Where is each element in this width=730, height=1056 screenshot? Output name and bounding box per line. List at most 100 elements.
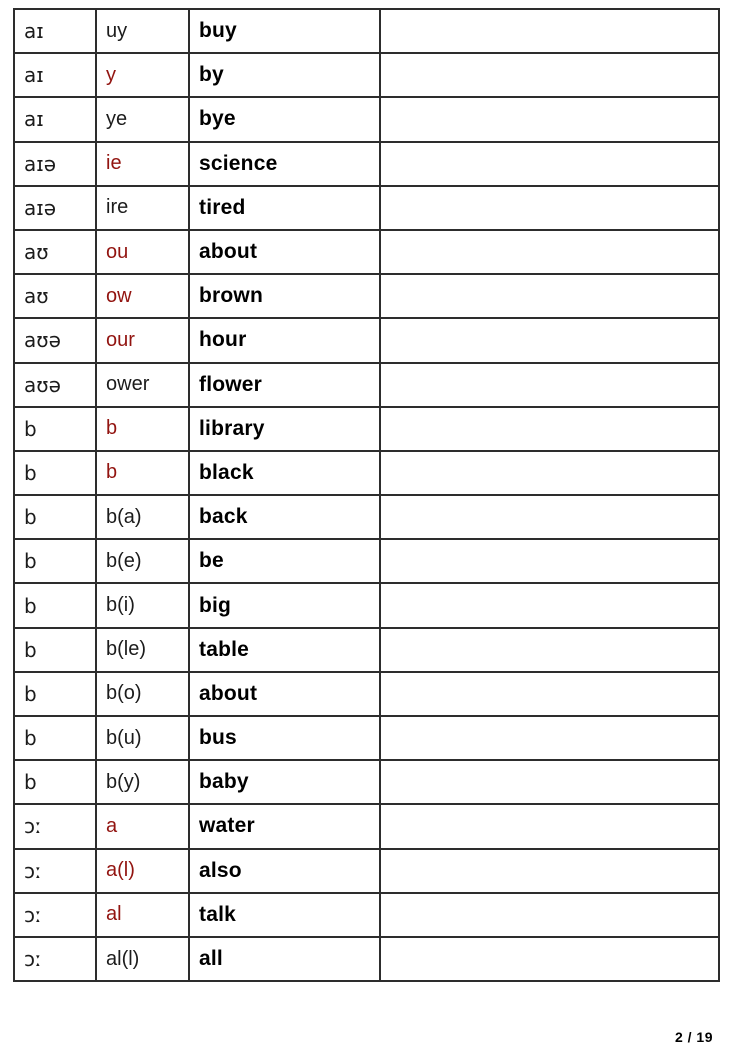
ipa-cell: ɔː (13, 847, 97, 894)
table-row: b b(a) back (13, 494, 720, 541)
ipa-cell: aɪ (13, 7, 97, 55)
notes-cell (379, 538, 720, 585)
table-row: b b(le) table (13, 626, 720, 673)
spelling-cell: b(le) (95, 626, 190, 673)
ipa-cell: b (13, 759, 97, 806)
word-cell: all (188, 935, 381, 983)
ipa-cell: aɪ (13, 96, 97, 143)
notes-cell (379, 361, 720, 408)
table-row: aʊə our hour (13, 317, 720, 364)
spelling-cell: al(l) (95, 935, 190, 983)
table-row: b b black (13, 449, 720, 497)
spelling-cell: y (95, 52, 190, 99)
ipa-cell: ɔː (13, 891, 97, 938)
ipa-cell: b (13, 626, 97, 673)
table-row: aɪə ie science (13, 140, 720, 187)
ipa-cell: aɪə (13, 184, 97, 231)
spelling-cell: ie (95, 140, 190, 187)
table-row: b b(o) about (13, 670, 720, 718)
notes-cell (379, 670, 720, 718)
word-cell: library (188, 405, 381, 452)
table-row: b b(y) baby (13, 759, 720, 806)
table-row: b b library (13, 405, 720, 452)
spelling-cell: a (95, 803, 190, 850)
page-number: 2 / 19 (674, 1029, 713, 1045)
spelling-cell: b(a) (95, 494, 190, 541)
spelling-cell: ow (95, 273, 190, 320)
word-cell: about (188, 670, 381, 718)
notes-cell (379, 7, 720, 55)
spelling-cell: b(u) (95, 714, 190, 762)
spelling-cell: b(i) (95, 582, 190, 629)
word-cell: bus (188, 714, 381, 762)
spelling-cell: ower (95, 361, 190, 408)
word-cell: talk (188, 891, 381, 938)
spelling-cell: ire (95, 184, 190, 231)
table-row: ɔː al talk (13, 891, 720, 938)
notes-cell (379, 626, 720, 673)
notes-cell (379, 891, 720, 938)
spelling-cell: ou (95, 228, 190, 276)
table-row: ɔː a(l) also (13, 847, 720, 894)
ipa-cell: aʊ (13, 273, 97, 320)
ipa-cell: aʊə (13, 317, 97, 364)
ipa-cell: b (13, 494, 97, 541)
ipa-cell: b (13, 670, 97, 718)
notes-cell (379, 935, 720, 983)
word-cell: also (188, 847, 381, 894)
ipa-cell: aɪ (13, 52, 97, 99)
table-row: b b(e) be (13, 538, 720, 585)
spelling-cell: our (95, 317, 190, 364)
ipa-cell: b (13, 582, 97, 629)
word-cell: be (188, 538, 381, 585)
notes-cell (379, 847, 720, 894)
word-cell: by (188, 52, 381, 99)
notes-cell (379, 96, 720, 143)
table-row: aɪə ire tired (13, 184, 720, 231)
notes-cell (379, 184, 720, 231)
notes-cell (379, 317, 720, 364)
word-cell: big (188, 582, 381, 629)
spelling-cell: uy (95, 7, 190, 55)
word-cell: black (188, 449, 381, 497)
spelling-cell: ye (95, 96, 190, 143)
spelling-cell: b (95, 405, 190, 452)
notes-cell (379, 449, 720, 497)
spelling-cell: b (95, 449, 190, 497)
table-row: aɪ y by (13, 52, 720, 99)
table-row: b b(u) bus (13, 714, 720, 762)
notes-cell (379, 273, 720, 320)
table-row: ɔː al(l) all (13, 935, 720, 983)
ipa-cell: b (13, 714, 97, 762)
table-row: aɪ ye bye (13, 96, 720, 143)
word-cell: baby (188, 759, 381, 806)
ipa-cell: ɔː (13, 935, 97, 983)
ipa-cell: ɔː (13, 803, 97, 850)
spelling-cell: b(e) (95, 538, 190, 585)
notes-cell (379, 52, 720, 99)
ipa-cell: aɪə (13, 140, 97, 187)
spelling-cell: b(y) (95, 759, 190, 806)
spelling-cell: a(l) (95, 847, 190, 894)
notes-cell (379, 803, 720, 850)
table-row: aɪ uy buy (13, 7, 720, 55)
table-row: aʊə ower flower (13, 361, 720, 408)
word-cell: science (188, 140, 381, 187)
ipa-cell: b (13, 449, 97, 497)
ipa-cell: aʊə (13, 361, 97, 408)
notes-cell (379, 228, 720, 276)
notes-cell (379, 494, 720, 541)
table-row: ɔː a water (13, 803, 720, 850)
word-cell: back (188, 494, 381, 541)
word-cell: about (188, 228, 381, 276)
word-cell: buy (188, 7, 381, 55)
table-row: aʊ ow brown (13, 273, 720, 320)
notes-cell (379, 714, 720, 762)
spelling-cell: al (95, 891, 190, 938)
word-cell: water (188, 803, 381, 850)
spelling-cell: b(o) (95, 670, 190, 718)
notes-cell (379, 759, 720, 806)
table-row: aʊ ou about (13, 228, 720, 276)
word-cell: flower (188, 361, 381, 408)
word-cell: hour (188, 317, 381, 364)
